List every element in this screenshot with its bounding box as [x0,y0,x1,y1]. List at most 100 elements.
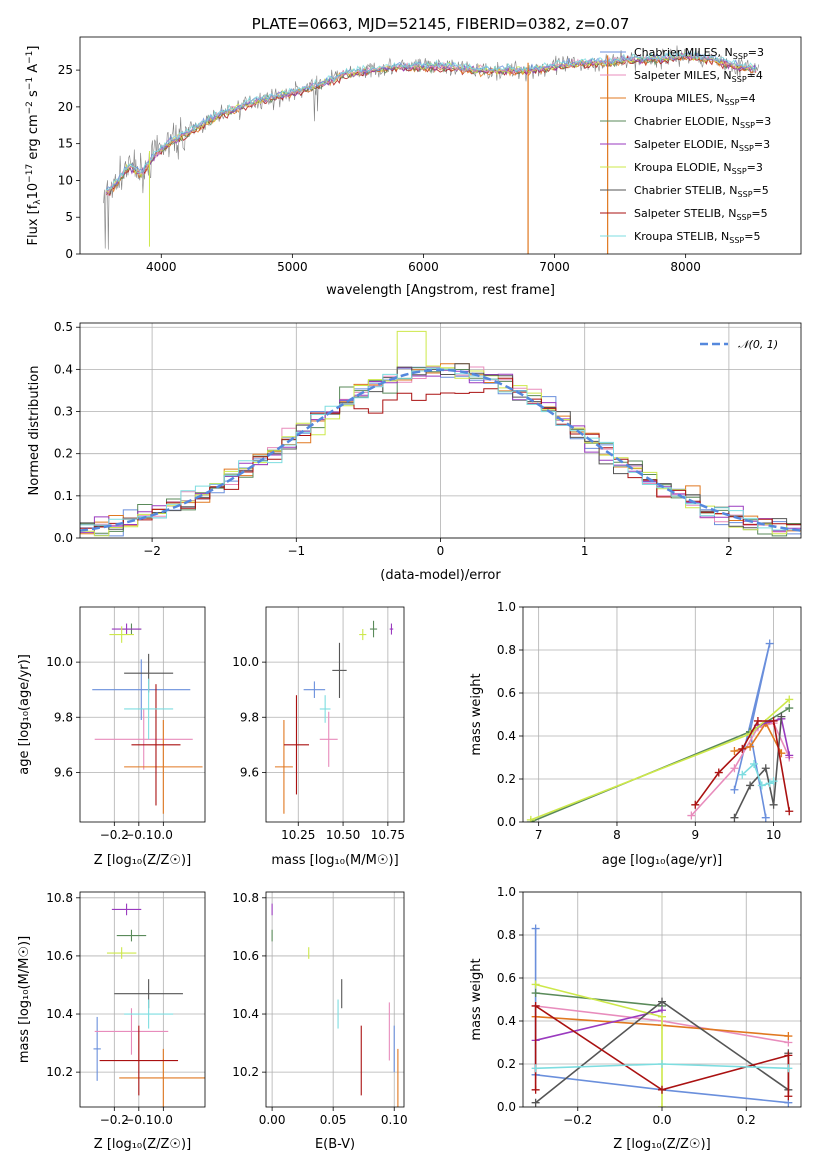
y-tick-label: 0.2 [497,772,516,786]
plot-area-mass_vs_Z [93,903,205,1107]
data-point [777,712,786,721]
y-tick-label: 0.4 [497,729,516,743]
x-tick-label: 10 [766,828,781,842]
data-point [531,1098,540,1107]
legend-label: Salpeter ELODIE, NSSP=3 [634,138,770,153]
data-point [531,1064,540,1073]
x-tick-label: 10.25 [281,828,315,842]
legend-nssp: 4 [749,92,756,105]
y-tick-label: 10.6 [232,949,259,963]
legend-nssp: 3 [756,161,763,174]
legend-model-name: Chabrier ELODIE [634,115,725,128]
y-tick-label: 0.2 [497,1057,516,1071]
plot-area-mass_vs_ebv [271,903,399,1107]
legend-label: Chabrier MILES, NSSP=3 [634,46,764,61]
data-point [658,1060,666,1068]
y-axis-label-part: s [26,90,41,101]
x-tick-label: 0.0 [154,828,173,842]
legend-model-name: Kroupa ELODIE [634,161,716,174]
y-tick-label: 0.1 [54,489,73,503]
data-point [531,1001,540,1010]
y-tick-label: 25 [58,63,73,77]
data-point [714,768,723,777]
data-point [784,1064,793,1073]
legend-label: 𝒩(0, 1) [738,338,778,351]
x-tick-label: 0.0 [154,1113,173,1127]
x-axis-label: E(B-V) [315,1137,355,1152]
data-point [785,807,794,816]
x-axis-label: mass [log₁₀(M/M☉)] [271,853,398,868]
panel-age_vs_mass: 10.25 10.50 10.75 9.6 9.8 10.0 mass [log₁₀(M/M… [232,606,405,868]
y-tick-label: 0.6 [497,971,516,985]
y-tick-label: 10.8 [46,891,73,905]
model-spectrum [106,49,757,191]
y-axis-label: mass weight [469,673,484,755]
data-point [769,777,778,786]
series-line [733,716,783,819]
x-tick-label: 0.2 [737,1113,756,1127]
axes-frame [265,891,405,1108]
y-tick-label: 10.6 [46,949,73,963]
data-point [784,1032,793,1041]
series-line [535,983,663,1107]
data-point [531,924,540,933]
legend-model-name: Salpeter STELIB [634,207,721,220]
y-tick-label: 10.4 [232,1007,259,1021]
y-tick-label: 10.0 [232,655,259,669]
legend-nssp: 3 [764,115,771,128]
data-point [785,695,794,704]
y-tick-label: 10.2 [46,1065,73,1079]
data-point [691,800,700,809]
y-axis-label-part: −17 [25,164,35,183]
x-tick-label: 10.75 [371,828,405,842]
y-tick-label: 9.8 [240,710,259,724]
series-line [535,992,663,1007]
data-point [526,815,535,822]
data-point [658,1103,666,1107]
y-axis-label-part: −2 [25,101,35,114]
y-axis-label-part: λ [33,199,43,205]
x-tick-label: −0.1 [124,828,153,842]
x-tick-label: 7000 [539,260,570,274]
legend-label: Chabrier STELIB, NSSP=5 [634,184,769,199]
y-tick-label: 10.2 [232,1065,259,1079]
data-point [765,639,774,648]
plot-area-residuals [80,330,801,537]
panel-age_vs_Z: −0.2−0.1 0.0 9.6 9.8 10.0 Z [log₁₀(Z/Z☉)] age … [17,606,206,868]
data-point [531,989,540,998]
x-tick-label: 0.00 [259,1113,286,1127]
data-point [730,747,739,756]
data-point [785,751,794,760]
data-point [730,785,739,794]
axes-frame [79,891,206,1108]
data-point [769,800,778,809]
plot-area-age_vs_mass [274,620,394,814]
legend-model-name: Salpeter MILES [634,69,716,82]
x-tick-label: 0.05 [320,1113,347,1127]
x-tick-label: −0.2 [100,1113,129,1127]
y-tick-label: 10.4 [46,1007,73,1021]
y-tick-label: 0.4 [54,362,73,376]
x-tick-label: −0.2 [100,828,129,842]
legend-model-name: Salpeter ELODIE [634,138,724,151]
y-tick-label: 0.8 [497,928,516,942]
y-tick-label: 0.6 [497,686,516,700]
x-axis-label: Z [log₁₀(Z/Z☉)] [94,853,191,868]
y-axis-label-part: −1 [25,77,35,90]
panel-residuals: −2 −1 0 1 2 0.0 0.1 0.2 0.3 0.4 0.5 (data-model)/er… [27,320,802,583]
y-tick-label: 15 [58,137,73,151]
data-point [761,813,770,822]
x-tick-label: 1 [581,544,589,558]
y-tick-label: 5 [65,210,73,224]
axes-frame [79,322,802,539]
legend-label: Kroupa MILES, NSSP=4 [634,92,756,107]
y-tick-label: 1.0 [497,600,516,614]
x-tick-label: −1 [287,544,305,558]
y-tick-label: 0.0 [497,815,516,829]
data-point [753,716,762,725]
y-axis-label-part: ] [26,46,41,51]
x-axis-label: (data-model)/error [380,568,501,583]
data-point [738,744,747,753]
data-point [531,1085,540,1094]
panel-mass_vs_Z: −0.2−0.1 0.0 10.2 10.4 10.6 10.8 Z [log₁₀(Z/Z☉… [17,891,206,1152]
